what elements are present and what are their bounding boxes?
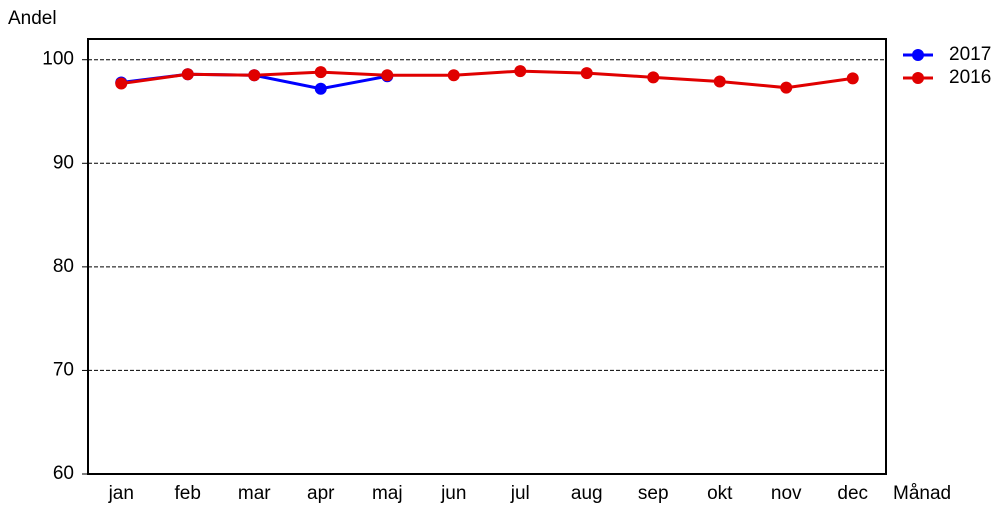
data-point (381, 69, 394, 82)
x-tick-label: dec (837, 483, 868, 504)
x-tick-label: apr (307, 483, 335, 504)
data-point (713, 75, 726, 88)
x-axis-label: Månad (893, 483, 951, 504)
data-point (314, 82, 327, 95)
x-tick-label: sep (638, 483, 669, 504)
x-tick-label: mar (238, 483, 271, 504)
x-tick-label: jun (440, 483, 466, 504)
data-point (447, 69, 460, 82)
x-tick-label: jan (108, 483, 134, 504)
legend-marker (912, 72, 924, 84)
y-axis-label: Andel (8, 8, 57, 29)
y-tick-label: 60 (53, 463, 74, 484)
data-point (580, 67, 593, 80)
data-point (647, 71, 660, 84)
data-point (115, 77, 128, 90)
y-tick-label: 100 (42, 49, 74, 70)
x-tick-label: aug (571, 483, 603, 504)
data-point (314, 66, 327, 79)
legend-marker (912, 49, 924, 61)
data-point (248, 69, 261, 82)
x-tick-label: okt (707, 483, 733, 504)
data-point (514, 65, 527, 78)
series-line (121, 69, 853, 90)
data-point (181, 68, 194, 81)
plot-frame (87, 38, 887, 475)
x-tick-label: jul (510, 483, 530, 504)
legend-label: 2017 (949, 44, 991, 65)
x-tick-label: maj (372, 483, 403, 504)
y-tick-label: 80 (53, 256, 74, 277)
legend-label: 2016 (949, 67, 991, 88)
x-tick-label: feb (175, 483, 201, 504)
y-tick-label: 70 (53, 359, 74, 380)
x-tick-label: nov (771, 483, 802, 504)
data-point (846, 72, 859, 85)
y-tick-label: 90 (53, 152, 74, 173)
data-point (780, 81, 793, 94)
